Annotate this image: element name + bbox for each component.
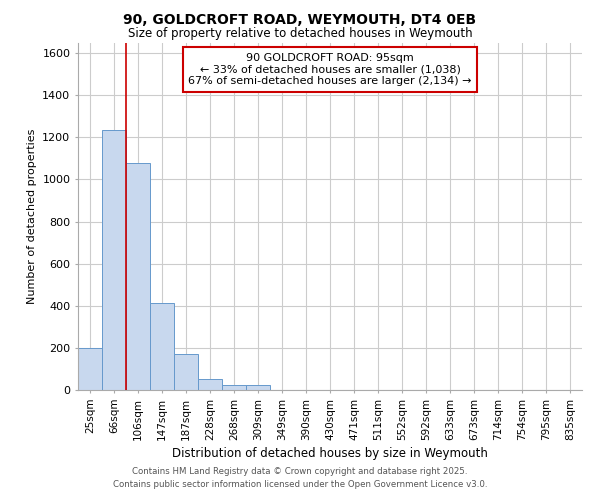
Bar bbox=[150, 302, 174, 390]
Bar bbox=[78, 348, 102, 390]
Bar bbox=[222, 384, 246, 390]
Bar bbox=[102, 130, 126, 390]
Bar bbox=[174, 354, 198, 390]
Text: Contains HM Land Registry data © Crown copyright and database right 2025.: Contains HM Land Registry data © Crown c… bbox=[132, 467, 468, 476]
Bar bbox=[246, 384, 270, 390]
Text: 90, GOLDCROFT ROAD, WEYMOUTH, DT4 0EB: 90, GOLDCROFT ROAD, WEYMOUTH, DT4 0EB bbox=[124, 12, 476, 26]
Y-axis label: Number of detached properties: Number of detached properties bbox=[26, 128, 37, 304]
Text: Size of property relative to detached houses in Weymouth: Size of property relative to detached ho… bbox=[128, 28, 472, 40]
X-axis label: Distribution of detached houses by size in Weymouth: Distribution of detached houses by size … bbox=[172, 446, 488, 460]
Text: Contains public sector information licensed under the Open Government Licence v3: Contains public sector information licen… bbox=[113, 480, 487, 489]
Bar bbox=[126, 162, 150, 390]
Text: 90 GOLDCROFT ROAD: 95sqm
← 33% of detached houses are smaller (1,038)
67% of sem: 90 GOLDCROFT ROAD: 95sqm ← 33% of detach… bbox=[188, 53, 472, 86]
Bar bbox=[198, 380, 222, 390]
